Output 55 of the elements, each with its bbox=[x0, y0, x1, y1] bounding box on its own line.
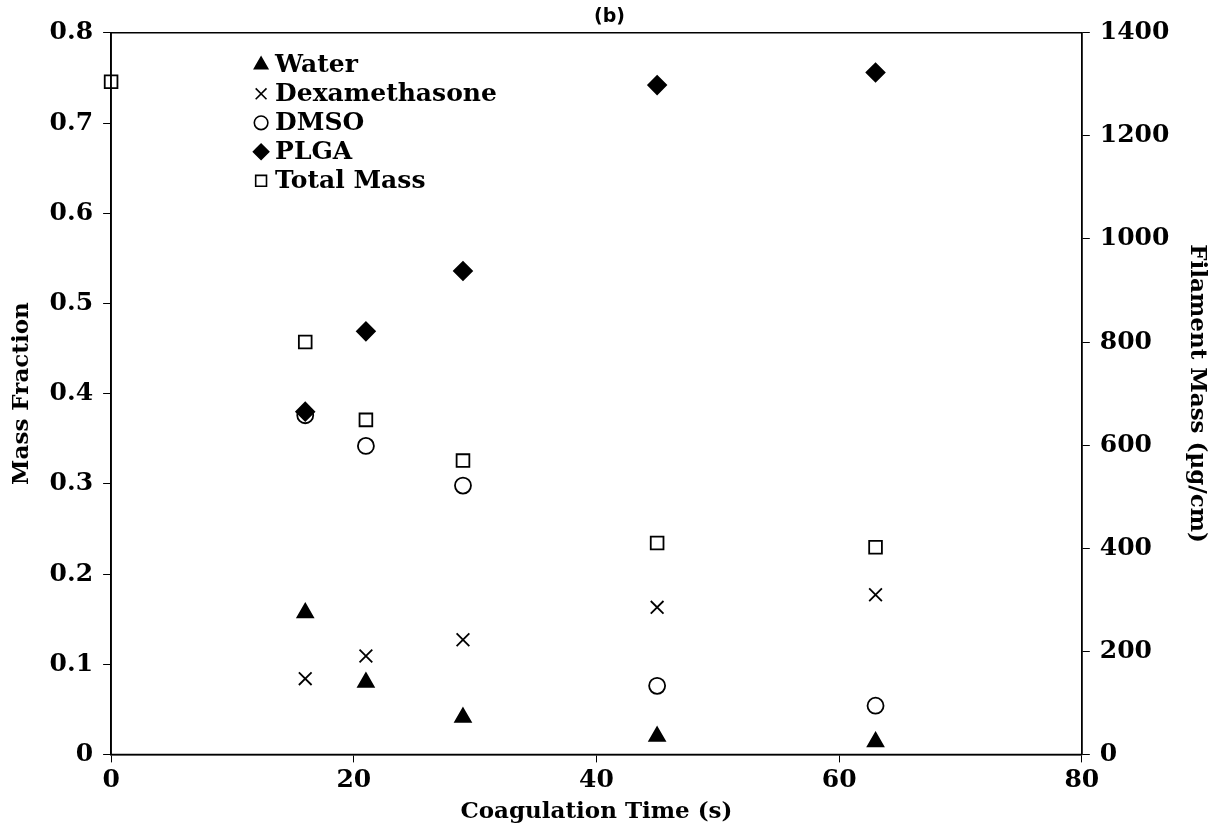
y2-tick-label: 600 bbox=[1099, 428, 1153, 458]
y-tick-label: 0.1 bbox=[49, 647, 94, 677]
point bbox=[868, 587, 883, 603]
point bbox=[358, 412, 374, 428]
point bbox=[455, 632, 471, 648]
point bbox=[865, 62, 886, 83]
point bbox=[103, 74, 119, 90]
x-tick-label: 20 bbox=[336, 763, 372, 793]
point bbox=[453, 261, 473, 281]
point bbox=[357, 437, 375, 455]
y-tick-label: 0.4 bbox=[49, 377, 94, 407]
x-tick-label: 40 bbox=[579, 763, 614, 793]
point bbox=[297, 334, 313, 350]
y-tick-label: 0.5 bbox=[49, 286, 94, 316]
x-tick-label: 80 bbox=[1064, 763, 1100, 793]
point bbox=[454, 476, 472, 495]
y-tick-label: 0.7 bbox=[49, 106, 94, 136]
point bbox=[455, 453, 471, 468]
x-tick-label: 60 bbox=[821, 763, 857, 793]
y2-tick-label: 400 bbox=[1099, 531, 1153, 561]
y2-tick-label: 1000 bbox=[1099, 222, 1170, 252]
x-tick-label: 0 bbox=[102, 763, 120, 793]
y-tick-label: 0.2 bbox=[49, 557, 94, 587]
point bbox=[866, 696, 885, 715]
y2-tick-label: 1200 bbox=[1099, 119, 1170, 149]
y-tick-label: 0.8 bbox=[49, 16, 94, 46]
y-tick-label: 0 bbox=[75, 737, 94, 767]
point bbox=[868, 539, 883, 555]
legend-label: PLGA bbox=[275, 136, 353, 166]
point bbox=[358, 648, 374, 664]
point bbox=[296, 602, 314, 619]
y2-axis-title: Filament Mass (µg/cm) bbox=[1186, 244, 1214, 543]
point bbox=[357, 672, 375, 688]
point bbox=[648, 676, 667, 695]
y2-tick-label: 1400 bbox=[1099, 16, 1170, 46]
point bbox=[649, 600, 665, 615]
x-axis-title: Coagulation Time (s) bbox=[460, 796, 733, 824]
point bbox=[649, 535, 665, 551]
legend-label: DMSO bbox=[275, 107, 365, 137]
y-tick-label: 0.3 bbox=[49, 467, 94, 497]
y2-tick-label: 800 bbox=[1099, 325, 1153, 355]
y2-tick-label: 200 bbox=[1099, 634, 1153, 664]
legend-label: Total Mass bbox=[275, 165, 426, 195]
y-axis-title: Mass Fraction bbox=[5, 302, 33, 485]
y2-tick-label: 0 bbox=[1099, 737, 1118, 767]
point bbox=[866, 731, 885, 748]
chart-title: (b) bbox=[594, 4, 625, 27]
point bbox=[297, 671, 313, 686]
point bbox=[356, 321, 376, 342]
legend-label: Dexamethasone bbox=[275, 78, 497, 108]
legend-label: Water bbox=[274, 49, 359, 79]
y-tick-label: 0.6 bbox=[49, 196, 94, 226]
point bbox=[647, 75, 668, 96]
point bbox=[454, 707, 472, 723]
point bbox=[648, 726, 666, 742]
